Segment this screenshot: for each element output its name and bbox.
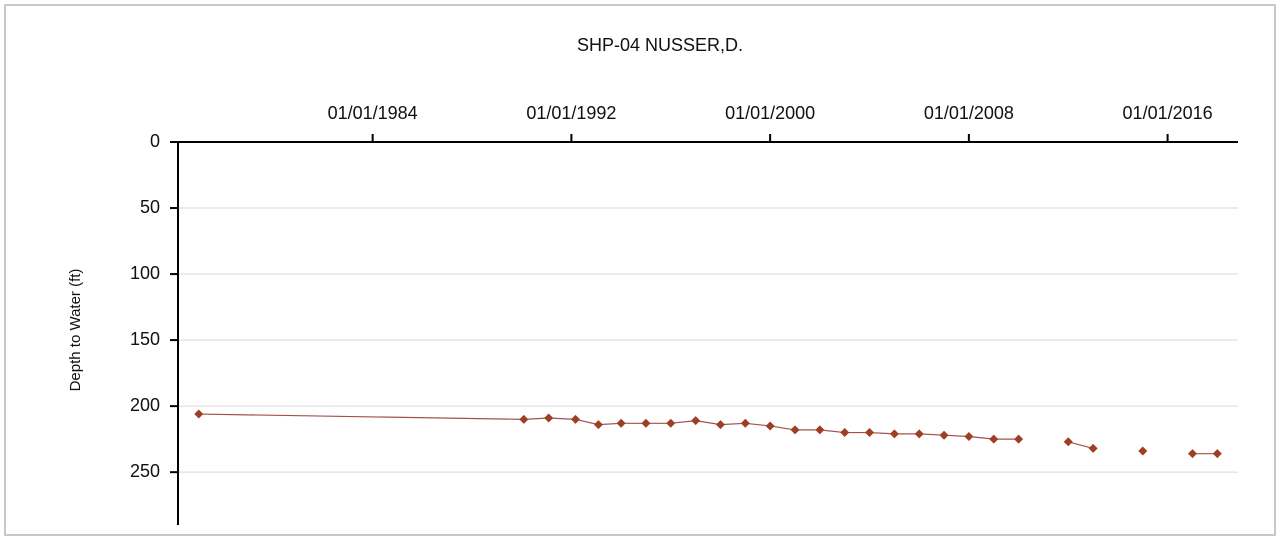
y-axis-label: Depth to Water (ft): [67, 269, 84, 392]
y-tick-label: 100: [130, 263, 160, 283]
data-point: [939, 430, 949, 440]
data-point: [666, 418, 676, 428]
data-point: [544, 413, 554, 423]
data-point: [840, 428, 850, 438]
data-point: [194, 409, 204, 419]
data-point: [1187, 449, 1197, 459]
data-point: [616, 418, 626, 428]
data-point: [570, 414, 580, 424]
data-point: [1088, 443, 1098, 453]
x-tick-label: 01/01/2016: [1123, 103, 1213, 123]
data-point: [1138, 446, 1148, 456]
data-point: [519, 414, 529, 424]
data-point: [989, 434, 999, 444]
x-tick-label: 01/01/2000: [725, 103, 815, 123]
x-tick-label: 01/01/2008: [924, 103, 1014, 123]
data-point: [914, 429, 924, 439]
data-point: [593, 420, 603, 430]
chart-title: SHP-04 NUSSER,D.: [577, 35, 743, 55]
data-point: [964, 432, 974, 442]
data-point: [864, 428, 874, 438]
data-point: [790, 425, 800, 435]
x-tick-label: 01/01/1984: [328, 103, 418, 123]
chart-frame: [4, 4, 1276, 536]
data-point: [1212, 449, 1222, 459]
data-point: [889, 429, 899, 439]
data-point: [691, 416, 701, 426]
data-point: [1014, 434, 1024, 444]
y-tick-label: 250: [130, 461, 160, 481]
y-tick-label: 0: [150, 131, 160, 151]
data-point: [815, 425, 825, 435]
data-point: [641, 418, 651, 428]
data-point: [715, 420, 725, 430]
data-point: [765, 421, 775, 431]
y-tick-label: 200: [130, 395, 160, 415]
y-tick-label: 150: [130, 329, 160, 349]
data-point: [1063, 437, 1073, 447]
y-tick-label: 50: [140, 197, 160, 217]
x-tick-label: 01/01/1992: [526, 103, 616, 123]
data-point: [740, 418, 750, 428]
